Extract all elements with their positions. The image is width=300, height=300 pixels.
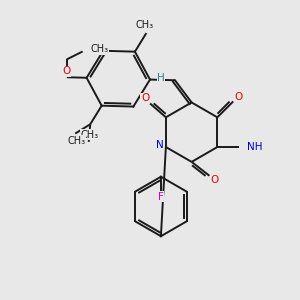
Text: NH: NH [247,142,262,152]
Text: O: O [63,66,71,76]
Text: CH₃: CH₃ [67,136,85,146]
Text: N: N [156,140,164,150]
Text: F: F [158,192,164,202]
Text: O: O [234,92,242,103]
Text: CH₃: CH₃ [91,44,109,55]
Text: CH₃: CH₃ [81,130,99,140]
Text: H: H [157,73,165,83]
Text: O: O [141,94,149,103]
Text: O: O [210,175,218,185]
Text: CH₃: CH₃ [135,20,153,30]
